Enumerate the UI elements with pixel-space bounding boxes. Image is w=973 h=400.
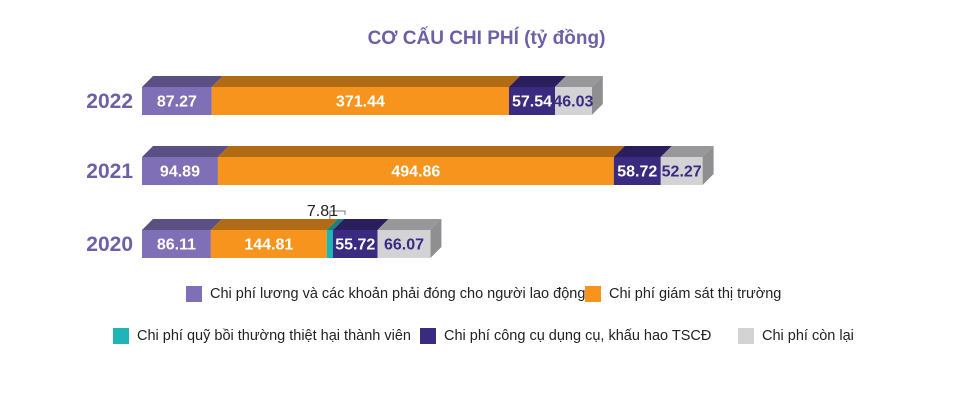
legend-swatch bbox=[186, 286, 202, 302]
bar-top-face bbox=[377, 219, 442, 230]
category-label: 2022 bbox=[86, 90, 133, 113]
bar-value-label: 57.54 bbox=[512, 94, 552, 111]
legend-swatch bbox=[420, 328, 436, 344]
bar-value-label: 46.03 bbox=[553, 94, 593, 111]
bar-segment bbox=[326, 230, 333, 258]
bar-value-label: 66.07 bbox=[384, 237, 424, 254]
bar-top-face bbox=[332, 219, 389, 230]
bar-value-label: 144.81 bbox=[244, 237, 293, 254]
bar-segment bbox=[142, 87, 212, 115]
bar-value-label: 55.72 bbox=[335, 237, 375, 254]
bar-top-face bbox=[142, 76, 223, 87]
chart-title: CƠ CẤU CHI PHÍ (tỷ đồng) bbox=[367, 28, 606, 49]
category-label: 2021 bbox=[86, 160, 133, 183]
bar-side-face bbox=[430, 219, 442, 258]
bar-top-face bbox=[613, 146, 672, 157]
bar-segment bbox=[332, 230, 378, 258]
bar-value-label: 58.72 bbox=[617, 164, 657, 181]
bar-top-face bbox=[142, 219, 222, 230]
legend-label: Chi phí giám sát thị trường bbox=[609, 286, 782, 302]
bar-value-label: 94.89 bbox=[160, 164, 200, 181]
bar-segment bbox=[660, 157, 703, 185]
legend-swatch bbox=[585, 286, 601, 302]
bar-top-face bbox=[211, 76, 520, 87]
bar-top-face bbox=[210, 219, 338, 230]
legend-item-other: Chi phí còn lại bbox=[738, 328, 854, 344]
legend-item-salary: Chi phí lương và các khoản phải đóng cho… bbox=[186, 286, 585, 302]
bar-side-face bbox=[591, 76, 603, 115]
legend-label: Chi phí lương và các khoản phải đóng cho… bbox=[210, 286, 586, 302]
bar-value-label: 494.86 bbox=[391, 164, 440, 181]
bar-value-label: 7.81 bbox=[307, 203, 338, 220]
bar-value-label: 371.44 bbox=[336, 94, 385, 111]
bar-segment bbox=[508, 87, 555, 115]
legend-label: Chi phí quỹ bồi thường thiệt hại thành v… bbox=[137, 328, 411, 344]
legend-item-market-supervision: Chi phí giám sát thị trường bbox=[585, 286, 781, 302]
bar-top-face bbox=[660, 146, 714, 157]
legend-swatch bbox=[738, 328, 754, 344]
legend-swatch bbox=[113, 328, 129, 344]
legend-item-tools-depreciation: Chi phí công cụ dụng cụ, khấu hao TSCĐ bbox=[420, 328, 711, 344]
bar-top-face bbox=[555, 76, 603, 87]
bar-top-face bbox=[326, 219, 344, 230]
bar-segment bbox=[142, 230, 211, 258]
legend-label: Chi phí công cụ dụng cụ, khấu hao TSCĐ bbox=[444, 328, 712, 344]
category-label: 2020 bbox=[86, 233, 133, 256]
bar-segment bbox=[211, 87, 509, 115]
bar-segment bbox=[613, 157, 661, 185]
bar-top-face bbox=[508, 76, 566, 87]
legend-item-compensation-fund: Chi phí quỹ bồi thường thiệt hại thành v… bbox=[113, 328, 411, 344]
bar-top-face bbox=[142, 146, 229, 157]
legend-label: Chi phí còn lại bbox=[762, 328, 854, 344]
bar-segment bbox=[217, 157, 614, 185]
bar-value-label: 87.27 bbox=[157, 94, 197, 111]
bar-top-face bbox=[217, 146, 625, 157]
bar-value-label: 86.11 bbox=[157, 237, 196, 254]
bar-segment bbox=[142, 157, 218, 185]
callout-line bbox=[329, 210, 346, 220]
bar-segment bbox=[377, 230, 431, 258]
bar-segment bbox=[210, 230, 327, 258]
bar-side-face bbox=[702, 146, 714, 185]
bar-value-label: 52.27 bbox=[662, 164, 702, 181]
bar-segment bbox=[555, 87, 592, 115]
